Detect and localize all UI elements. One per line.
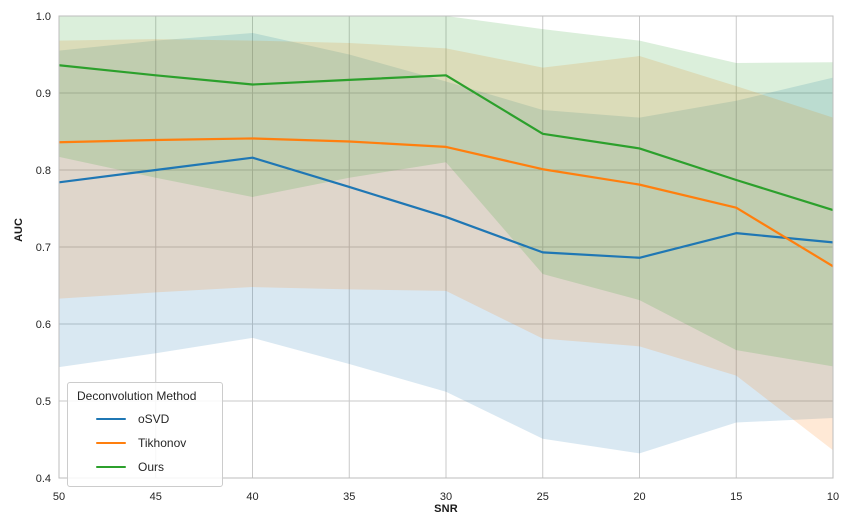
y-axis-label: AUC [13,218,25,242]
confidence-band-tikhonov [59,39,833,451]
tikhonov-line-swatch-icon [96,441,126,445]
x-axis-tick-label: 50 [53,491,65,503]
line-ours [59,64,833,212]
osvd-line-swatch-icon [96,417,126,421]
ours-line-swatch-icon [96,465,126,469]
line-tikhonov [59,137,833,268]
y-axis-tick-label: 0.9 [36,88,51,100]
y-axis-tick-label: 1.0 [36,11,51,23]
line-osvd [59,156,833,259]
legend-item-ours: Ours [76,455,214,479]
legend-item-label: Ours [138,460,165,474]
y-axis-tick-label: 0.8 [36,165,51,177]
x-axis-tick-label: 20 [633,491,645,503]
y-axis-tick-label: 0.7 [36,242,51,254]
confidence-band-ours [59,16,833,367]
legend-item-osvd: oSVD [76,407,214,431]
legend: Deconvolution Method oSVD Tikhonov Ours [67,382,223,487]
x-axis-tick-label: 40 [246,491,258,503]
x-axis-tick-label: 45 [150,491,162,503]
legend-item-label: Tikhonov [138,436,187,450]
y-axis-tick-label: 0.5 [36,396,51,408]
x-axis-tick-label: 25 [537,491,549,503]
x-axis-tick-label: 15 [730,491,742,503]
x-axis-tick-label: 35 [343,491,355,503]
x-axis-label: SNR [434,503,458,515]
x-axis-tick-label: 30 [440,491,452,503]
legend-item-tikhonov: Tikhonov [76,431,214,455]
legend-item-label: oSVD [138,412,170,426]
y-axis-tick-label: 0.6 [36,319,51,331]
x-axis-tick-label: 10 [827,491,839,503]
plot-border [58,15,834,479]
legend-title: Deconvolution Method [77,389,197,403]
y-axis-tick-label: 0.4 [36,473,51,485]
